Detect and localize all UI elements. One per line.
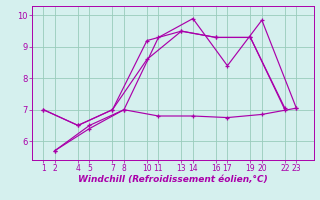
X-axis label: Windchill (Refroidissement éolien,°C): Windchill (Refroidissement éolien,°C) [78,175,268,184]
